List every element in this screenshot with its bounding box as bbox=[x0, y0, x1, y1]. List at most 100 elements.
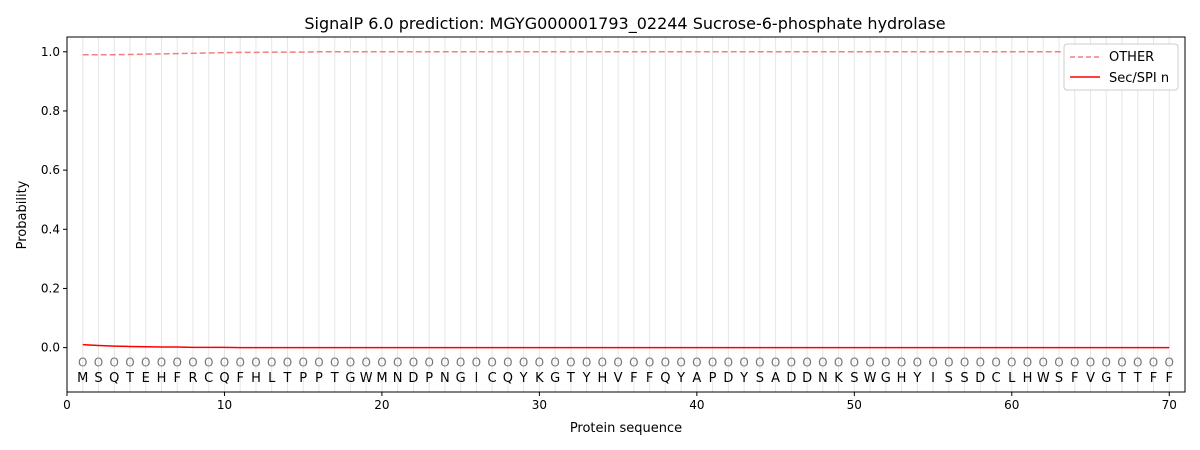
residue-label: O bbox=[235, 355, 244, 369]
residue-label: O bbox=[692, 355, 701, 369]
residue-label: O bbox=[913, 355, 922, 369]
y-tick-label: 0.6 bbox=[41, 163, 60, 177]
residue-letter: M bbox=[376, 371, 387, 386]
residue-letter: K bbox=[834, 371, 843, 386]
x-tick-label: 60 bbox=[1004, 398, 1019, 412]
residue-label: O bbox=[472, 355, 481, 369]
residue-letter: P bbox=[709, 371, 717, 386]
residue-label: O bbox=[771, 355, 780, 369]
residue-letter: R bbox=[188, 371, 197, 386]
residue-letter: H bbox=[157, 371, 167, 386]
residue-label: O bbox=[94, 355, 103, 369]
residue-label: O bbox=[267, 355, 276, 369]
residue-label: O bbox=[613, 355, 622, 369]
residue-label: O bbox=[802, 355, 811, 369]
residue-letter: T bbox=[566, 371, 575, 386]
residue-letter: F bbox=[1150, 371, 1157, 386]
x-tick-label: 10 bbox=[217, 398, 232, 412]
residue-label: O bbox=[157, 355, 166, 369]
residue-label: O bbox=[550, 355, 559, 369]
y-tick-label: 0.4 bbox=[41, 222, 60, 236]
residue-label: O bbox=[535, 355, 544, 369]
residue-letter: N bbox=[440, 371, 450, 386]
residue-label: O bbox=[78, 355, 87, 369]
residue-letter: H bbox=[1023, 371, 1033, 386]
residue-letter: E bbox=[142, 371, 150, 386]
residue-label: O bbox=[519, 355, 528, 369]
residue-letter: C bbox=[204, 371, 213, 386]
residue-letter: Y bbox=[912, 371, 921, 386]
residue-label: O bbox=[1102, 355, 1111, 369]
residue-label: O bbox=[991, 355, 1000, 369]
legend-other-label: OTHER bbox=[1109, 50, 1154, 65]
residue-label: O bbox=[645, 355, 654, 369]
residue-letter: H bbox=[897, 371, 907, 386]
x-tick-label: 30 bbox=[532, 398, 547, 412]
residue-letter: T bbox=[125, 371, 134, 386]
residue-label: O bbox=[1165, 355, 1174, 369]
residue-label: O bbox=[1117, 355, 1126, 369]
residue-label: O bbox=[1007, 355, 1016, 369]
residue-label: O bbox=[314, 355, 323, 369]
residue-letter: F bbox=[630, 371, 637, 386]
residue-letter: S bbox=[756, 371, 764, 386]
residue-letter: Q bbox=[503, 371, 513, 386]
residue-letter: C bbox=[488, 371, 497, 386]
residue-letter: T bbox=[282, 371, 291, 386]
residue-label: O bbox=[361, 355, 370, 369]
plot-frame bbox=[66, 36, 1186, 393]
residue-label: O bbox=[676, 355, 685, 369]
residue-label: O bbox=[897, 355, 906, 369]
residue-letter: C bbox=[992, 371, 1001, 386]
residue-label: O bbox=[928, 355, 937, 369]
residue-letter: F bbox=[1166, 371, 1173, 386]
residue-letter: T bbox=[1133, 371, 1142, 386]
residue-label: O bbox=[283, 355, 292, 369]
residue-letter: Q bbox=[660, 371, 670, 386]
residue-letter: I bbox=[474, 371, 478, 386]
residue-letter: V bbox=[1086, 371, 1095, 386]
residue-label: O bbox=[661, 355, 670, 369]
residue-label: O bbox=[976, 355, 985, 369]
residue-label: O bbox=[1070, 355, 1079, 369]
residue-label: O bbox=[172, 355, 181, 369]
residue-letter: F bbox=[236, 371, 243, 386]
residue-letter: D bbox=[975, 371, 985, 386]
legend-sec-label: Sec/SPI n bbox=[1109, 71, 1169, 86]
residue-label: O bbox=[566, 355, 575, 369]
residue-letter: H bbox=[597, 371, 607, 386]
residue-label: O bbox=[755, 355, 764, 369]
residue-label: O bbox=[1133, 355, 1142, 369]
chart-title: SignalP 6.0 prediction: MGYG000001793_02… bbox=[304, 14, 945, 34]
residue-letter: P bbox=[299, 371, 307, 386]
residue-letter: N bbox=[818, 371, 828, 386]
residue-letter: W bbox=[360, 371, 373, 386]
residue-letter: T bbox=[330, 371, 339, 386]
residue-label: O bbox=[1086, 355, 1095, 369]
legend: OTHER Sec/SPI n bbox=[1063, 43, 1179, 91]
residue-letter: P bbox=[425, 371, 433, 386]
residue-letter: T bbox=[1117, 371, 1126, 386]
residue-letter: F bbox=[646, 371, 653, 386]
residue-label: O bbox=[220, 355, 229, 369]
residue-letter: S bbox=[94, 371, 102, 386]
y-tick-label: 0.8 bbox=[41, 104, 60, 118]
residue-label: O bbox=[787, 355, 796, 369]
residue-label: O bbox=[440, 355, 449, 369]
residue-label: O bbox=[487, 355, 496, 369]
residue-letter: S bbox=[960, 371, 968, 386]
residue-label: O bbox=[865, 355, 874, 369]
series-line-other bbox=[82, 51, 1170, 56]
residue-letter: M bbox=[77, 371, 88, 386]
residue-letter: G bbox=[881, 371, 891, 386]
residue-label: O bbox=[1149, 355, 1158, 369]
legend-box bbox=[1063, 43, 1179, 91]
residue-letter: K bbox=[535, 371, 544, 386]
residue-letter: D bbox=[408, 371, 418, 386]
residue-letter: Y bbox=[582, 371, 591, 386]
residue-label: O bbox=[141, 355, 150, 369]
residue-letter: D bbox=[802, 371, 812, 386]
residue-label: O bbox=[330, 355, 339, 369]
series-line-sec-spi-n bbox=[82, 343, 1170, 349]
residue-label: O bbox=[724, 355, 733, 369]
